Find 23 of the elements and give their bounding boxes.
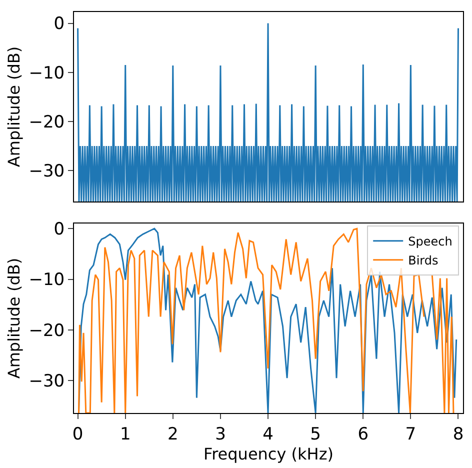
y-tick-label: −10 [28, 270, 65, 290]
x-tick-label: 1 [120, 424, 131, 444]
x-tick-label: 5 [310, 424, 321, 444]
x-tick-label: 7 [405, 424, 416, 444]
x-axis-title: Frequency (kHz) [204, 444, 334, 464]
y-axis-title: Amplitude (dB) [4, 258, 24, 379]
y-tick-label: −30 [28, 372, 65, 392]
y-axis-title: Amplitude (dB) [4, 46, 24, 168]
legend-label: Speech [408, 234, 452, 249]
y-tick-label: −30 [28, 162, 65, 182]
x-tick-label: 8 [452, 424, 464, 444]
x-tick-label: 3 [215, 424, 226, 444]
x-tick-label: 2 [167, 424, 178, 444]
x-tick-label: 4 [262, 424, 274, 444]
legend-label: Birds [408, 254, 438, 268]
line-series [77, 22, 459, 202]
y-tick-label: −20 [28, 112, 65, 132]
y-tick-label: 0 [54, 220, 65, 240]
y-tick-label: −20 [28, 320, 65, 341]
y-tick-label: −10 [28, 63, 65, 84]
x-tick-label: 0 [72, 424, 84, 444]
y-tick-label: 0 [54, 14, 65, 34]
x-tick-label: 6 [358, 424, 369, 444]
